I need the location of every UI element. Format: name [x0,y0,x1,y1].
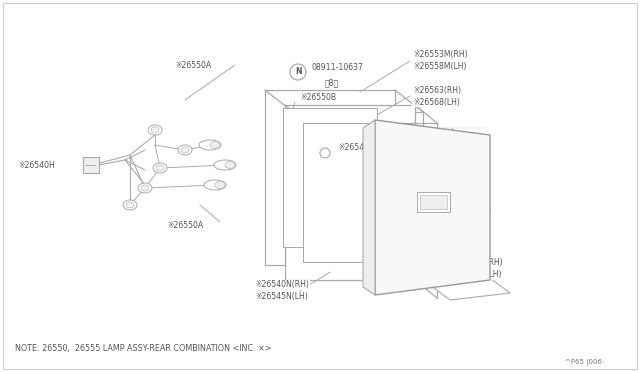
Text: ※26558(LH): ※26558(LH) [432,180,479,189]
Text: ※26557M(LH): ※26557M(LH) [448,270,502,279]
Ellipse shape [204,180,226,190]
Bar [303,123,397,262]
Ellipse shape [156,165,164,171]
Text: ^P65 |006·: ^P65 |006· [565,359,604,366]
Text: ※26558M(LH): ※26558M(LH) [413,62,467,71]
Text: NOTE: 26550,  26555 LAMP ASSY-REAR COMBINATION <INC. ×>: NOTE: 26550, 26555 LAMP ASSY-REAR COMBIN… [15,343,271,353]
Bar [283,108,377,247]
Ellipse shape [214,160,236,170]
Text: ※26563(RH): ※26563(RH) [413,86,461,94]
Ellipse shape [138,183,152,193]
Text: ※26550B: ※26550B [300,93,336,103]
Text: ※26552M(RH): ※26552M(RH) [448,259,502,267]
Bar [420,195,447,209]
Text: ※26540B: ※26540B [338,144,374,153]
Ellipse shape [126,202,134,208]
Ellipse shape [210,141,220,148]
Text: ※26553(RH): ※26553(RH) [432,169,480,177]
Circle shape [320,148,330,158]
Ellipse shape [141,185,149,191]
Text: ※26550A: ※26550A [167,221,203,230]
Bar [265,90,395,265]
Ellipse shape [151,127,159,133]
Ellipse shape [215,182,225,189]
Circle shape [290,64,306,80]
Ellipse shape [181,147,189,153]
Text: ※26550A: ※26550A [175,61,211,70]
Polygon shape [363,120,375,295]
Bar [83,157,99,173]
Ellipse shape [148,125,162,135]
Bar [417,192,450,212]
Text: N: N [295,67,301,77]
Text: ※26545N(LH): ※26545N(LH) [255,292,308,301]
Ellipse shape [225,161,235,169]
Text: 〈8〉: 〈8〉 [325,78,339,87]
Ellipse shape [123,200,137,210]
Text: 08911-10637: 08911-10637 [312,64,364,73]
Text: ※26521(RH): ※26521(RH) [443,205,491,215]
Ellipse shape [153,163,167,173]
Text: ※26540N(RH): ※26540N(RH) [255,280,309,289]
Text: ※26526(LH): ※26526(LH) [443,218,490,227]
Ellipse shape [199,140,221,150]
Text: ※26553M(RH): ※26553M(RH) [413,51,468,60]
Text: ※26568(LH): ※26568(LH) [413,97,460,106]
Polygon shape [430,278,510,300]
Bar [285,105,415,280]
Ellipse shape [178,145,192,155]
Text: ※26540H: ※26540H [18,160,55,170]
Polygon shape [375,120,490,295]
